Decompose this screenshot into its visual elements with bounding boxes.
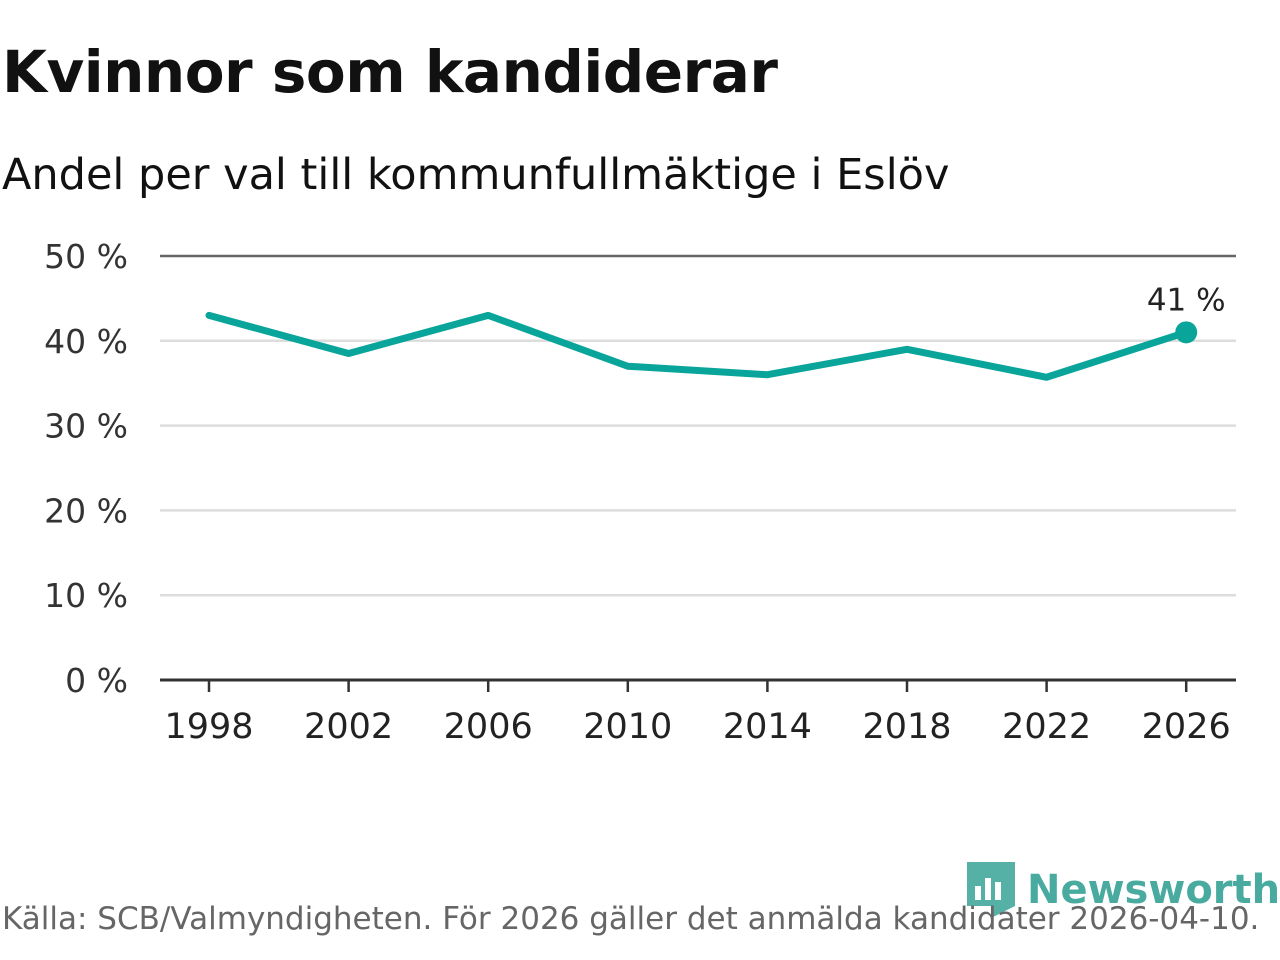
chart-title: Kvinnor som kandiderar: [2, 38, 778, 106]
annotation-group: 41 %: [1147, 282, 1226, 344]
data-label: 41 %: [1147, 282, 1226, 318]
y-tick-label: 50 %: [44, 237, 128, 276]
highlight-point: [1175, 321, 1198, 344]
x-tick-label: 2002: [304, 707, 393, 747]
x-tick-label: 2026: [1142, 707, 1231, 747]
x-tick-label: 2014: [723, 707, 812, 747]
x-tick-label: 2018: [862, 707, 951, 747]
x-axis: 1998 2002 2006 2010 2014 2018 2022 2026: [160, 678, 1236, 747]
x-tick-label: 2010: [583, 707, 672, 747]
y-axis-ticks: 0 % 10 % 20 % 30 % 40 % 50 %: [44, 237, 128, 700]
x-tick-label: 2022: [1002, 707, 1091, 747]
grid-lines: [160, 254, 1236, 597]
source-note: Källa: SCB/Valmyndigheten. För 2026 gäll…: [2, 901, 1260, 937]
series-group: [205, 311, 1190, 381]
footer: Newsworthy Källa: SCB/Valmyndigheten. Fö…: [0, 860, 1280, 960]
series-line: [205, 311, 1190, 381]
x-tick-label: 2006: [444, 707, 533, 747]
x-tick-label: 1998: [164, 707, 253, 747]
newsworthy-logo: Newsworthy: [965, 860, 1280, 920]
y-tick-label: 0 %: [65, 661, 128, 700]
brand-name: Newsworthy: [1027, 867, 1280, 913]
line-chart: 0 % 10 % 20 % 30 % 40 % 50 % 1998 2002 2006 2010…: [44, 237, 1236, 747]
newsworthy-logo-icon: [967, 862, 1015, 918]
y-tick-label: 10 %: [44, 576, 128, 615]
y-tick-label: 40 %: [44, 322, 128, 361]
y-tick-label: 20 %: [44, 491, 128, 530]
chart-subtitle: Andel per val till kommunfullmäktige i E…: [2, 150, 950, 200]
y-tick-label: 30 %: [44, 407, 128, 446]
